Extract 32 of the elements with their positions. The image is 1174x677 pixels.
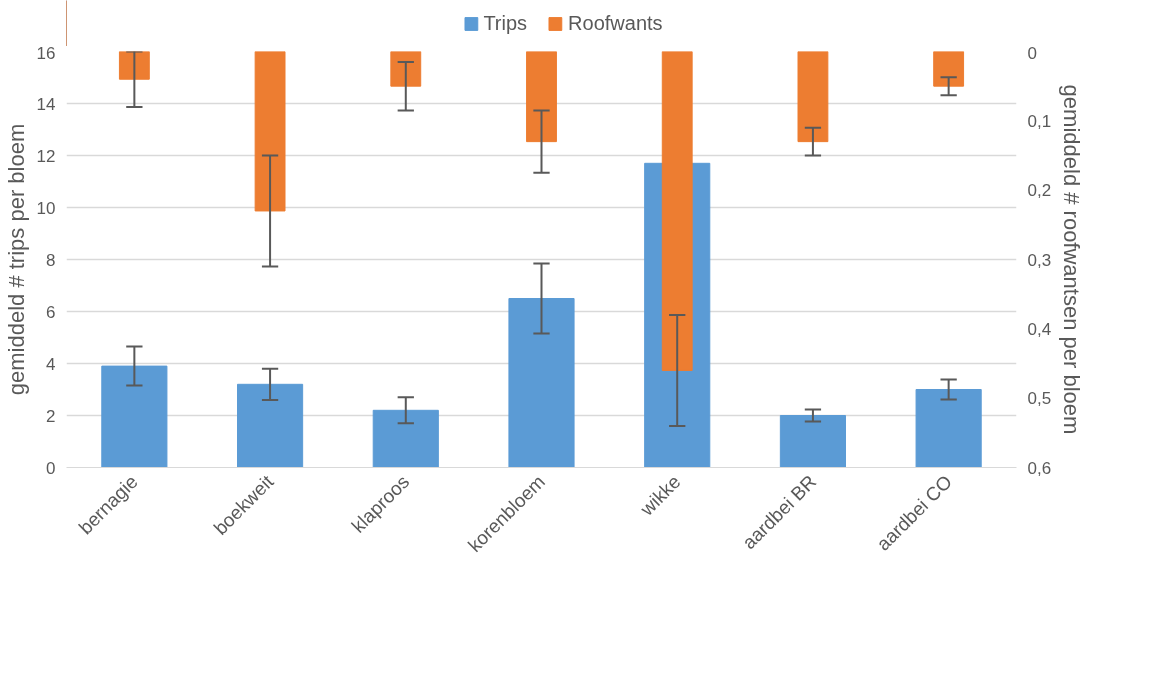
y-tick-label: 2 (46, 406, 56, 426)
legend-label: Roofwants (568, 11, 663, 35)
y-tick-label: 8 (46, 250, 56, 270)
bar (372, 409, 439, 468)
y-tick-label: 4 (46, 354, 56, 374)
y-tick-label: 10 (36, 198, 56, 218)
y-tick-label: 16 (36, 43, 56, 63)
y2-tick-label: 0,4 (1027, 319, 1052, 339)
y2-tick-label: 0,5 (1027, 389, 1052, 409)
legend-label: Trips (483, 11, 528, 35)
bar (390, 51, 422, 87)
bar (797, 51, 829, 143)
y2-tick-label: 0,3 (1027, 250, 1052, 270)
y-tick-label: 12 (36, 146, 56, 166)
bar (526, 51, 557, 143)
y2-tick-label: 0,2 (1027, 181, 1052, 201)
y-tick-label: 6 (46, 302, 56, 322)
bar (254, 51, 286, 212)
bar (237, 383, 304, 468)
y2-tick-label: 0 (1027, 43, 1037, 63)
y2-tick-label: 0,1 (1027, 111, 1052, 131)
y-tick-label: 14 (36, 94, 56, 114)
y-axis-title: gemiddeld # trips per bloem (3, 123, 29, 396)
bar (508, 298, 575, 468)
y2-tick-label: 0,6 (1027, 458, 1052, 478)
bar (915, 389, 982, 468)
bar (118, 51, 150, 80)
bar (101, 365, 168, 468)
bar (779, 415, 846, 468)
bar (933, 51, 965, 87)
y-tick-label: 0 (46, 458, 56, 478)
y2-axis-title: gemiddeld # roofwantsen per bloem (1059, 84, 1085, 435)
